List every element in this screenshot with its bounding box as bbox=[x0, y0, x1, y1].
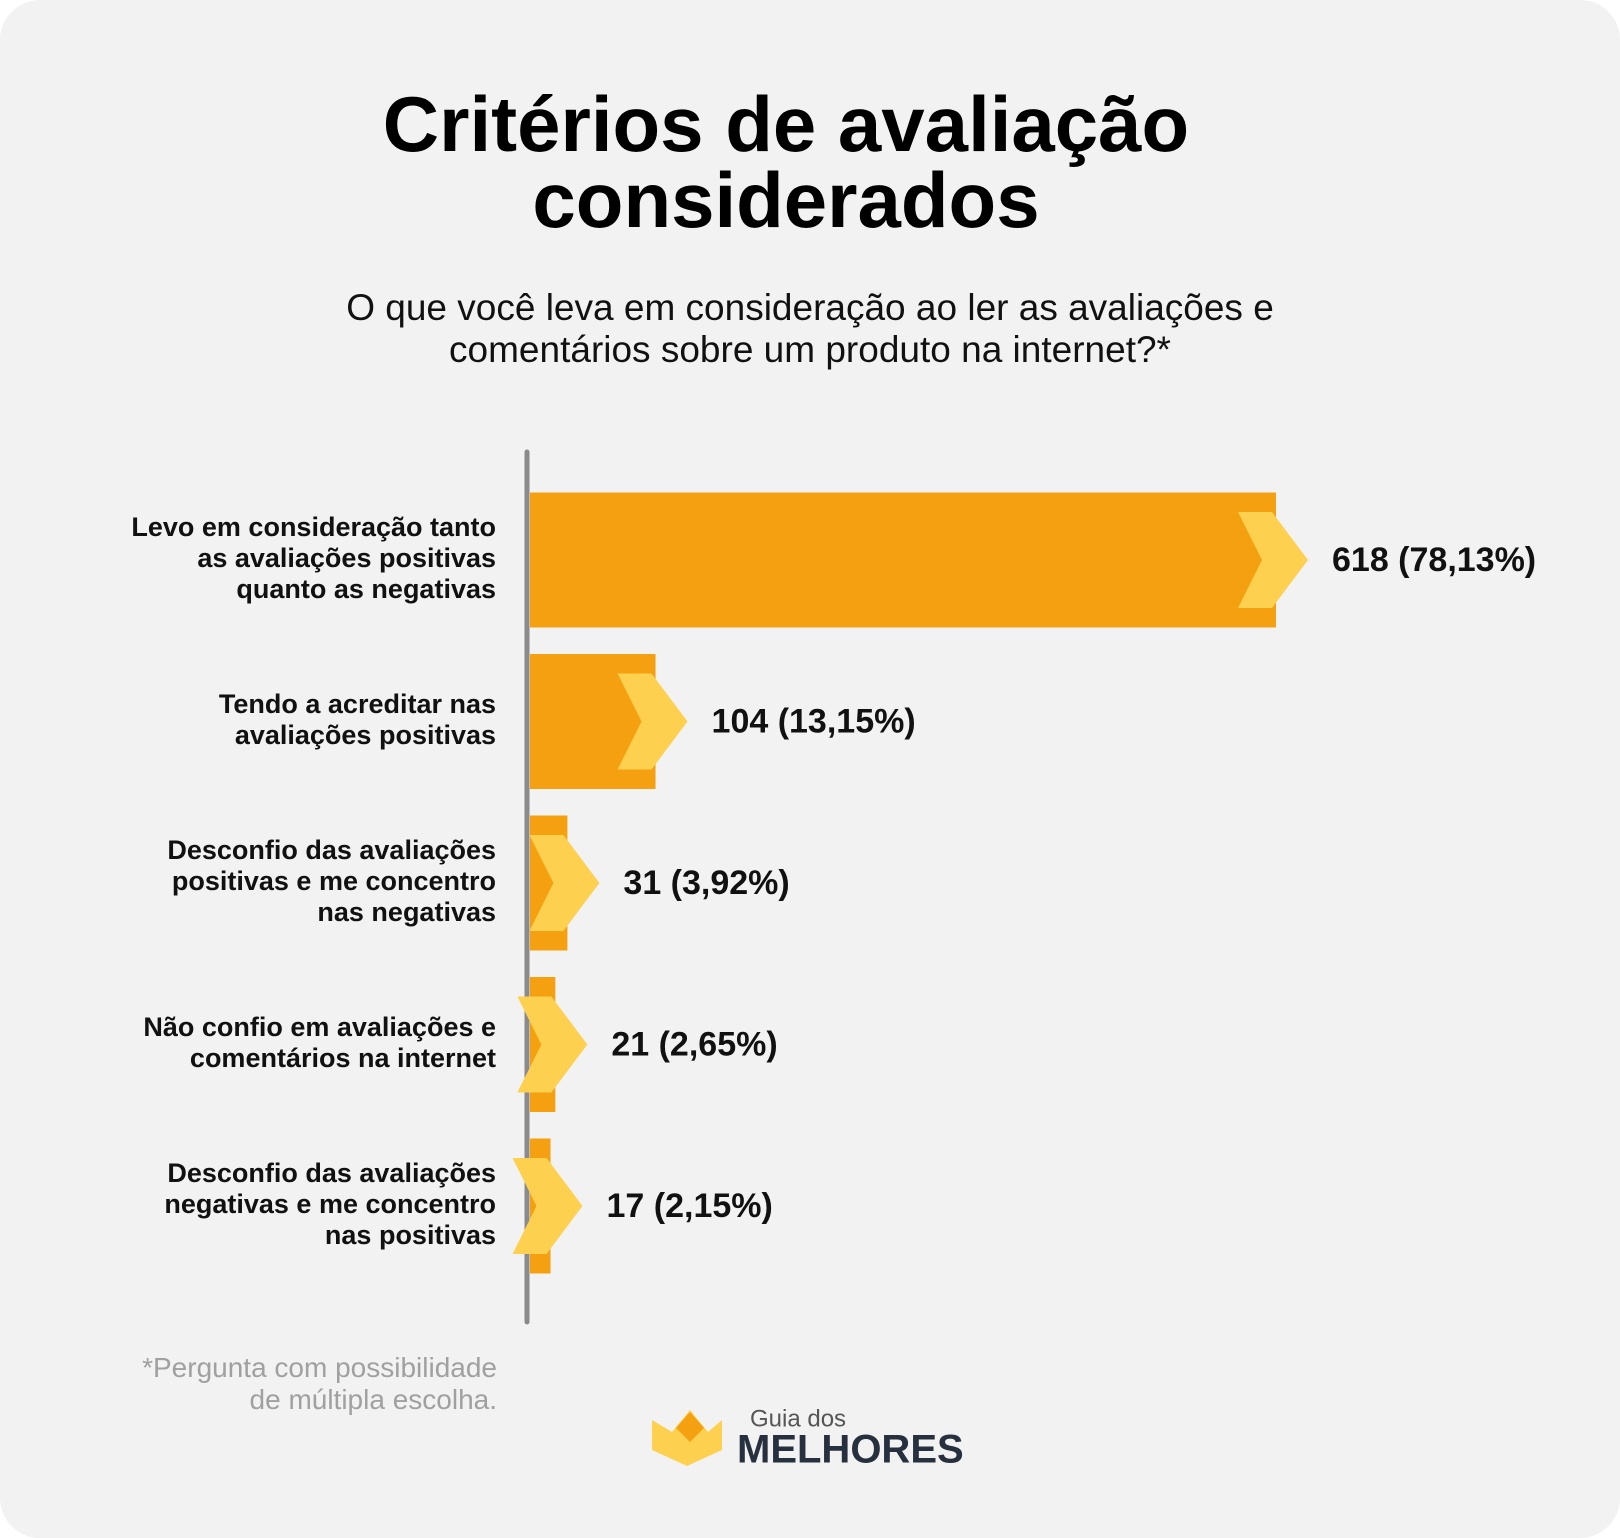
logo-top: Guia dos bbox=[750, 1405, 846, 1432]
bar-chevron bbox=[529, 835, 600, 931]
logo-bottom: MELHORES bbox=[737, 1428, 964, 1472]
chart-subtitle: O que você leva em consideração ao ler a… bbox=[346, 287, 1274, 370]
value-label: 104 (13,15%) bbox=[712, 702, 916, 740]
category-label: Tendo a acreditar nas avaliações positiva… bbox=[219, 689, 496, 750]
value-label: 21 (2,65%) bbox=[611, 1025, 777, 1063]
bar bbox=[530, 492, 1276, 628]
bar-chevron bbox=[1238, 512, 1308, 608]
bar-chevron bbox=[512, 1158, 583, 1254]
logo-gem bbox=[676, 1412, 704, 1442]
category-label: Desconfio das avaliações negativas e me c… bbox=[164, 1158, 496, 1250]
bar-chevron bbox=[517, 996, 588, 1093]
category-label: Levo em consideração tanto as avaliações … bbox=[131, 512, 496, 604]
value-label: 618 (78,13%) bbox=[1332, 541, 1536, 579]
value-label: 31 (3,92%) bbox=[623, 864, 789, 902]
chart-title: Critérios de avaliação considerados bbox=[383, 80, 1189, 244]
bar-chevron bbox=[617, 673, 688, 770]
footnote: *Pergunta com possibilidade de múltipla e… bbox=[142, 1352, 497, 1415]
category-label: Não confio em avaliações e comentários na… bbox=[143, 1012, 496, 1073]
value-label: 17 (2,15%) bbox=[607, 1187, 773, 1225]
logo: Guia dos MELHORES bbox=[652, 1405, 964, 1472]
category-label: Desconfio das avaliações positivas e me c… bbox=[167, 835, 496, 927]
